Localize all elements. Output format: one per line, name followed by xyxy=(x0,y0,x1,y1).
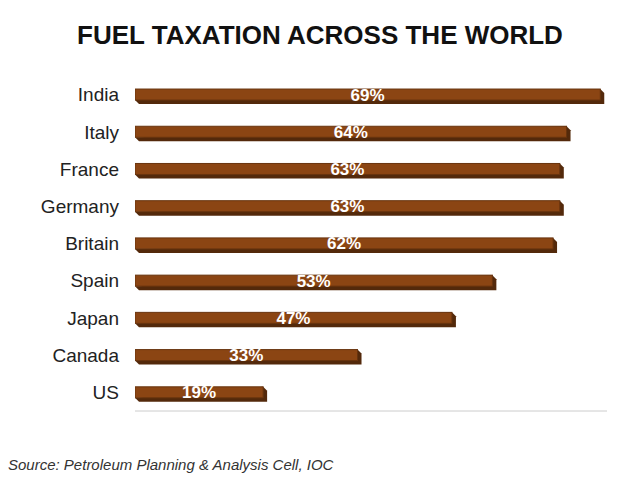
svg-text:62%: 62% xyxy=(327,234,361,253)
svg-text:Japan: Japan xyxy=(67,308,119,329)
svg-text:64%: 64% xyxy=(334,123,368,142)
svg-text:Italy: Italy xyxy=(84,122,119,143)
svg-text:69%: 69% xyxy=(351,86,385,105)
html-text:FUEL TAXATION ACROSS THE WORLD: FUEL TAXATION ACROSS THE WORLD xyxy=(77,20,563,50)
html-text:Source: Petroleum Planning & A: Source: Petroleum Planning & Analysis Ce… xyxy=(8,456,334,473)
svg-text:53%: 53% xyxy=(297,272,331,291)
svg-text:47%: 47% xyxy=(276,309,310,328)
svg-text:63%: 63% xyxy=(330,197,364,216)
svg-text:Spain: Spain xyxy=(70,270,119,291)
svg-text:US: US xyxy=(93,382,119,403)
svg-text:Britain: Britain xyxy=(65,233,119,254)
svg-text:Germany: Germany xyxy=(41,196,120,217)
svg-text:19%: 19% xyxy=(182,383,216,402)
svg-text:Canada: Canada xyxy=(52,345,119,366)
svg-text:33%: 33% xyxy=(229,346,263,365)
svg-text:63%: 63% xyxy=(330,160,364,179)
svg-text:France: France xyxy=(60,159,119,180)
svg-text:India: India xyxy=(78,84,120,105)
